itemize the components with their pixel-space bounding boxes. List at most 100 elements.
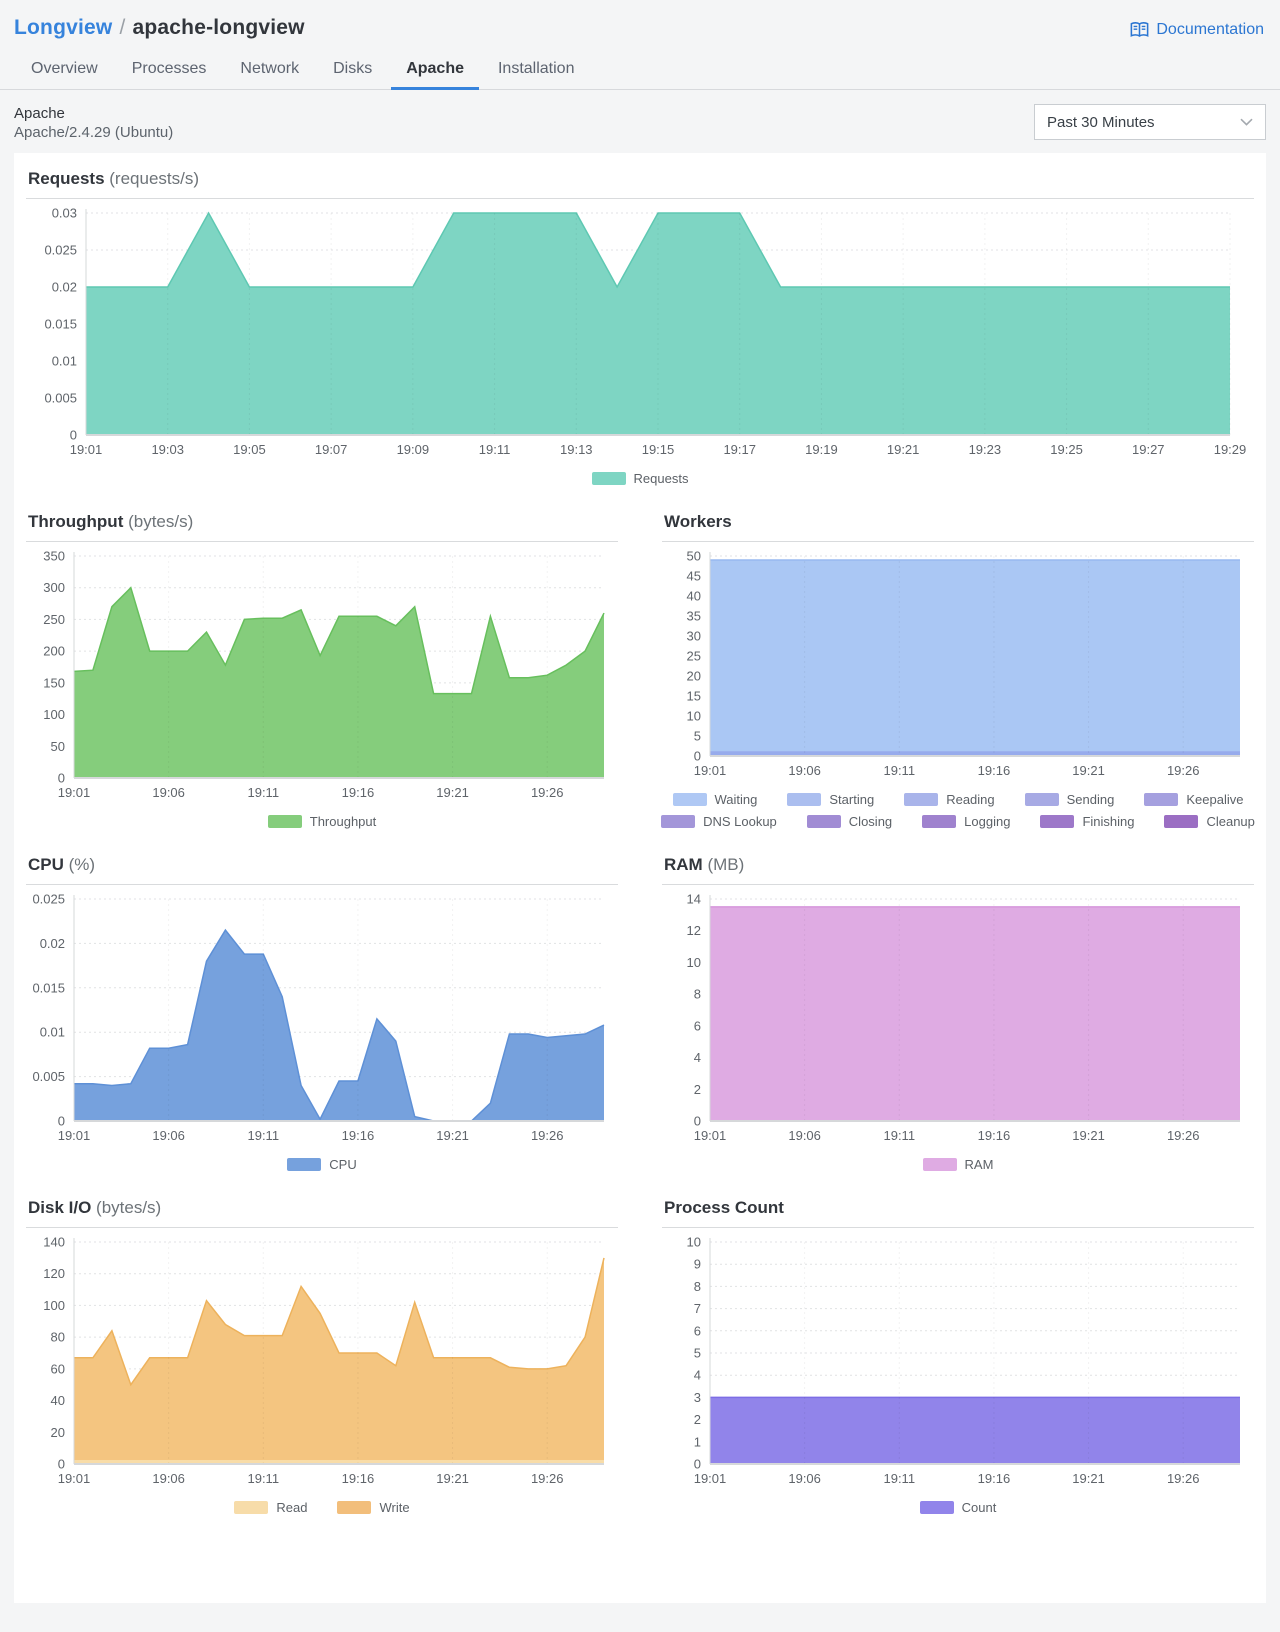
section-title: Apache — [14, 105, 65, 122]
legend-row: Count — [919, 1500, 996, 1515]
throughput-chart-section: Throughput (bytes/s) 0 50 100 150 200 250 300 35… — [24, 510, 620, 829]
tab-network[interactable]: Network — [240, 60, 300, 77]
x-tick-label: 19:11 — [883, 1471, 915, 1486]
chart-title-text: CPU — [28, 855, 64, 874]
y-tick-label: 0.03 — [52, 206, 77, 221]
tab-installation[interactable]: Installation — [497, 60, 575, 77]
x-tick-label: 19:09 — [397, 442, 430, 457]
time-range-select[interactable]: Past 30 Minutes — [1034, 104, 1266, 140]
chart-unit-text: (bytes/s) — [91, 1198, 162, 1217]
legend-swatch — [1144, 793, 1179, 806]
tab-overview[interactable]: Overview — [31, 60, 98, 77]
area-series-ram — [710, 906, 1240, 1121]
legend-item-write: Write — [337, 1500, 410, 1515]
y-tick-label: 15 — [687, 689, 701, 704]
legend-swatch — [919, 1501, 954, 1514]
x-tick-label: 19:06 — [788, 763, 821, 778]
x-tick-label: 19:07 — [315, 442, 348, 457]
legend-label: CPU — [329, 1157, 357, 1172]
legend-item-keepalive: Keepalive — [1144, 792, 1243, 807]
legend-row: DNS Lookup Closing Logging Finishing Cleanup — [661, 814, 1255, 829]
y-tick-label: 100 — [43, 707, 65, 722]
x-tick-label: 19:01 — [58, 785, 91, 800]
y-tick-label: 0.025 — [32, 892, 65, 907]
y-tick-label: 5 — [694, 729, 701, 744]
legend-swatch — [234, 1501, 269, 1514]
legend-swatch — [922, 1158, 957, 1171]
x-tick-label: 19:06 — [152, 785, 185, 800]
x-tick-label: 19:06 — [152, 1128, 185, 1143]
x-tick-label: 19:01 — [70, 442, 103, 457]
legend-swatch — [806, 815, 841, 828]
legend-item-starting: Starting — [787, 792, 874, 807]
chart-title-text: RAM — [664, 855, 703, 874]
workers-plot: 0 5 10 15 20 25 30 35 40 45 50 19:01 19:06 19:11 19:16… — [687, 549, 1240, 778]
y-tick-label: 6 — [694, 1018, 701, 1033]
x-tick-label: 19:27 — [1132, 442, 1165, 457]
legend-item-cpu: CPU — [287, 1157, 357, 1172]
legend-label: Sending — [1066, 792, 1115, 807]
x-tick-label: 19:21 — [1072, 1471, 1105, 1486]
y-tick-label: 2 — [694, 1412, 701, 1427]
proccount-chart-section: Process Count 0 1 2 3 4 5 6 7 8 9 10 19:01 19:06 19:11… — [660, 1196, 1256, 1515]
charts-card: Requests (requests/s) 0 0.005 0.01 0.015 0.02… — [14, 153, 1266, 1603]
x-tick-label: 19:26 — [531, 1471, 564, 1486]
y-tick-label: 0 — [70, 428, 77, 443]
legend-item-closing: Closing — [806, 814, 892, 829]
legend-item-dns-lookup: DNS Lookup — [661, 814, 777, 829]
y-tick-label: 150 — [43, 675, 65, 690]
y-tick-label: 200 — [43, 644, 65, 659]
tab-disks[interactable]: Disks — [333, 60, 373, 77]
legend-row: Read Write — [234, 1500, 410, 1515]
x-tick-label: 19:06 — [788, 1471, 821, 1486]
y-tick-label: 35 — [687, 609, 701, 624]
tab-processes[interactable]: Processes — [131, 60, 207, 77]
chart-title-text: Disk I/O — [28, 1198, 92, 1217]
line-series-write — [74, 1257, 605, 1387]
cpu-plot: 0 0.005 0.01 0.015 0.02 0.025 19:01 19:06 19:11 1… — [32, 892, 605, 1143]
legend-row: Requests — [591, 471, 688, 486]
x-tick-label: 19:16 — [342, 1471, 375, 1486]
breadcrumb-current-page: apache-longview — [132, 16, 305, 39]
chart-column: Throughput (bytes/s) 0 50 100 150 200 250 300 35… — [24, 510, 620, 829]
tab-apache[interactable]: Apache — [389, 52, 481, 90]
x-tick-label: 19:01 — [694, 1128, 727, 1143]
y-tick-label: 20 — [687, 669, 701, 684]
area-series-waiting — [710, 560, 1240, 756]
y-tick-label: 7 — [694, 1301, 701, 1316]
y-tick-label: 40 — [687, 589, 701, 604]
requests-plot: 0 0.005 0.01 0.015 0.02 0.025 0.03 19:01 19:03 19… — [44, 206, 1247, 458]
workers-chart-title: Workers — [662, 510, 1254, 542]
y-tick-label: 5 — [694, 1346, 701, 1361]
chart-column: Process Count 0 1 2 3 4 5 6 7 8 9 10 19:01 19:06 19:11… — [660, 1196, 1256, 1515]
legend-item-finishing: Finishing — [1040, 814, 1134, 829]
legend-item-read: Read — [234, 1500, 307, 1515]
y-tick-label: 20 — [51, 1425, 65, 1440]
cpu-chart-section: CPU (%) 0 0.005 0.01 0.015 0.02 0.025 19:01 19:0… — [24, 853, 620, 1172]
legend-swatch — [904, 793, 939, 806]
proccount-legend: Count — [660, 1500, 1256, 1515]
x-tick-label: 19:16 — [978, 763, 1011, 778]
x-tick-label: 19:11 — [883, 1128, 915, 1143]
x-tick-label: 19:06 — [788, 1128, 821, 1143]
requests-chart-section: Requests (requests/s) 0 0.005 0.01 0.015 0.02… — [24, 167, 1256, 486]
x-tick-label: 19:21 — [436, 785, 469, 800]
line-series-cpu — [74, 928, 605, 1122]
chart-row: Throughput (bytes/s) 0 50 100 150 200 250 300 35… — [24, 510, 1256, 829]
x-tick-label: 19:21 — [436, 1128, 469, 1143]
y-tick-label: 0 — [694, 1114, 701, 1129]
legend-swatch — [672, 793, 707, 806]
diskio-chart-title: Disk I/O (bytes/s) — [26, 1196, 618, 1228]
y-tick-label: 350 — [43, 549, 65, 564]
documentation-link[interactable]: Documentation — [1129, 20, 1264, 39]
documentation-label: Documentation — [1156, 20, 1264, 38]
breadcrumb-longview-link[interactable]: Longview — [14, 16, 113, 39]
y-tick-label: 4 — [694, 1368, 701, 1383]
diskio-legend: Read Write — [24, 1500, 620, 1515]
legend-swatch — [787, 793, 822, 806]
x-tick-label: 19:11 — [883, 763, 915, 778]
x-tick-label: 19:29 — [1214, 442, 1247, 457]
legend-item-count: Count — [919, 1500, 996, 1515]
legend-label: Finishing — [1082, 814, 1135, 829]
x-tick-label: 19:16 — [342, 1128, 375, 1143]
